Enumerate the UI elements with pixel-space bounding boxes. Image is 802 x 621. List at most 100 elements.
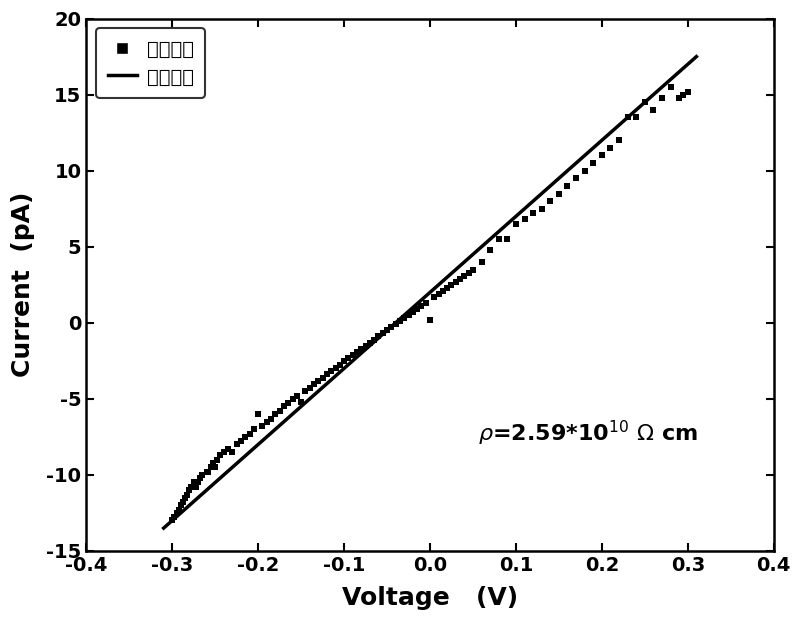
Point [209,462,221,472]
Point [518,214,531,224]
Point [462,268,475,278]
X-axis label: Voltage   (V): Voltage (V) [342,586,518,610]
Point [200,467,213,477]
Point [230,440,243,450]
Point [604,143,617,153]
Point [234,437,247,446]
Point [321,369,334,379]
Point [239,432,252,442]
Point [595,150,608,160]
Point [196,470,209,480]
Point [647,105,660,115]
Point [394,316,407,326]
Point [299,386,312,396]
Point [265,414,277,424]
Point [202,467,215,477]
Point [252,409,265,419]
Point [389,319,402,329]
Point [210,455,223,465]
Point [334,360,346,370]
Point [569,173,582,183]
Point [630,112,642,122]
Point [294,397,307,407]
Point [188,478,200,487]
Point [329,363,342,373]
Point [544,196,557,206]
Point [411,304,423,314]
Point [226,447,239,457]
Point [673,93,686,102]
Point [179,492,192,502]
Point [428,292,441,302]
Point [213,450,226,460]
Point [622,112,634,122]
Point [346,350,359,360]
Point [221,444,234,454]
Point [256,421,269,431]
Point [492,234,505,244]
Point [475,257,488,267]
Point [269,409,282,419]
Point [467,265,480,274]
Point [432,289,445,299]
Point [207,458,220,468]
Point [415,301,427,311]
Point [553,189,565,199]
Point [638,97,651,107]
Point [677,89,690,99]
Legend: 实验数据, 拟合结果: 实验数据, 拟合结果 [96,29,205,98]
Point [184,482,197,492]
Point [423,315,436,325]
Point [290,391,303,401]
Point [261,417,273,427]
Point [176,497,189,507]
Point [458,271,471,281]
Point [445,280,458,290]
Point [217,447,230,457]
Text: $\rho$=2.59*10$^{10}$ $\Omega$ cm: $\rho$=2.59*10$^{10}$ $\Omega$ cm [478,419,699,448]
Point [243,429,256,439]
Y-axis label: Current  (pA): Current (pA) [11,192,35,378]
Point [282,399,294,409]
Point [174,501,187,510]
Point [192,478,205,487]
Point [359,341,372,351]
Point [578,166,591,176]
Point [441,283,454,292]
Point [561,181,574,191]
Point [273,406,286,416]
Point [342,353,354,363]
Point [407,307,419,317]
Point [312,376,325,386]
Point [682,87,695,97]
Point [338,356,350,366]
Point [368,335,381,345]
Point [381,325,394,335]
Point [449,277,462,287]
Point [664,82,677,92]
Point [286,394,299,404]
Point [363,338,376,348]
Point [170,508,183,518]
Point [613,135,626,145]
Point [587,158,600,168]
Point [350,347,363,356]
Point [183,485,196,495]
Point [419,298,432,308]
Point [535,204,548,214]
Point [172,505,185,515]
Point [316,373,329,383]
Point [501,234,514,244]
Point [166,515,179,525]
Point [277,401,290,411]
Point [190,482,203,492]
Point [436,286,449,296]
Point [168,512,180,522]
Point [655,93,668,102]
Point [527,208,540,218]
Point [385,322,398,332]
Point [248,424,261,434]
Point [454,274,467,284]
Point [354,343,367,353]
Point [325,366,338,376]
